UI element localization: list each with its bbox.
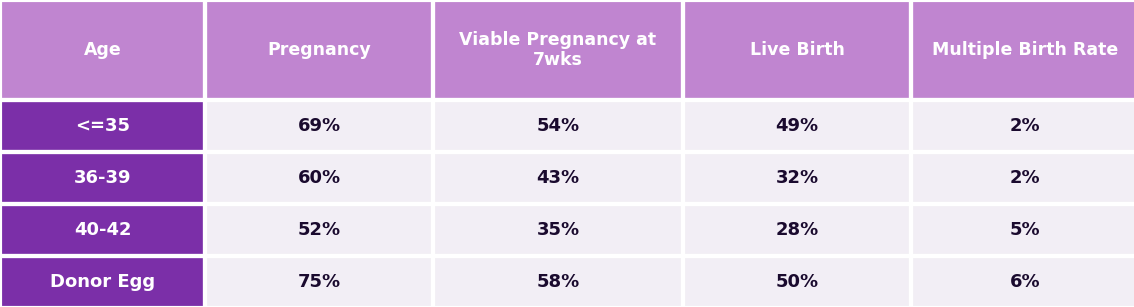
Text: 60%: 60%	[297, 169, 340, 187]
Bar	[683, 100, 911, 152]
Text: 52%: 52%	[297, 221, 340, 239]
Text: 5%: 5%	[1009, 221, 1040, 239]
Text: Donor Egg: Donor Egg	[50, 273, 155, 291]
Bar	[205, 0, 433, 100]
Text: 49%: 49%	[776, 117, 819, 135]
Text: 54%: 54%	[536, 117, 579, 135]
Bar	[0, 100, 205, 152]
Bar	[433, 256, 683, 307]
Bar	[0, 152, 205, 204]
Text: 69%: 69%	[297, 117, 340, 135]
Bar	[911, 100, 1134, 152]
Text: 40-42: 40-42	[74, 221, 132, 239]
Text: Live Birth: Live Birth	[750, 41, 845, 59]
Text: Age: Age	[84, 41, 121, 59]
Bar	[0, 256, 205, 307]
Bar	[911, 152, 1134, 204]
Text: 58%: 58%	[536, 273, 579, 291]
Bar	[433, 204, 683, 256]
Bar	[911, 0, 1134, 100]
Bar	[911, 204, 1134, 256]
Bar	[683, 0, 911, 100]
Bar	[433, 152, 683, 204]
Text: 32%: 32%	[776, 169, 819, 187]
Text: 43%: 43%	[536, 169, 579, 187]
Text: Multiple Birth Rate: Multiple Birth Rate	[932, 41, 1118, 59]
Bar	[0, 204, 205, 256]
Text: 28%: 28%	[776, 221, 819, 239]
Text: Pregnancy: Pregnancy	[268, 41, 371, 59]
Text: 6%: 6%	[1009, 273, 1040, 291]
Bar	[0, 0, 205, 100]
Bar	[683, 152, 911, 204]
Text: 35%: 35%	[536, 221, 579, 239]
Bar	[205, 152, 433, 204]
Text: <=35: <=35	[75, 117, 130, 135]
Bar	[433, 0, 683, 100]
Bar	[205, 100, 433, 152]
Text: 75%: 75%	[297, 273, 340, 291]
Bar	[683, 204, 911, 256]
Bar	[205, 204, 433, 256]
Text: 36-39: 36-39	[74, 169, 132, 187]
Bar	[911, 256, 1134, 307]
Text: 50%: 50%	[776, 273, 819, 291]
Bar	[205, 256, 433, 307]
Text: 2%: 2%	[1009, 117, 1040, 135]
Text: Viable Pregnancy at
7wks: Viable Pregnancy at 7wks	[459, 31, 657, 69]
Bar	[433, 100, 683, 152]
Text: 2%: 2%	[1009, 169, 1040, 187]
Bar	[683, 256, 911, 307]
